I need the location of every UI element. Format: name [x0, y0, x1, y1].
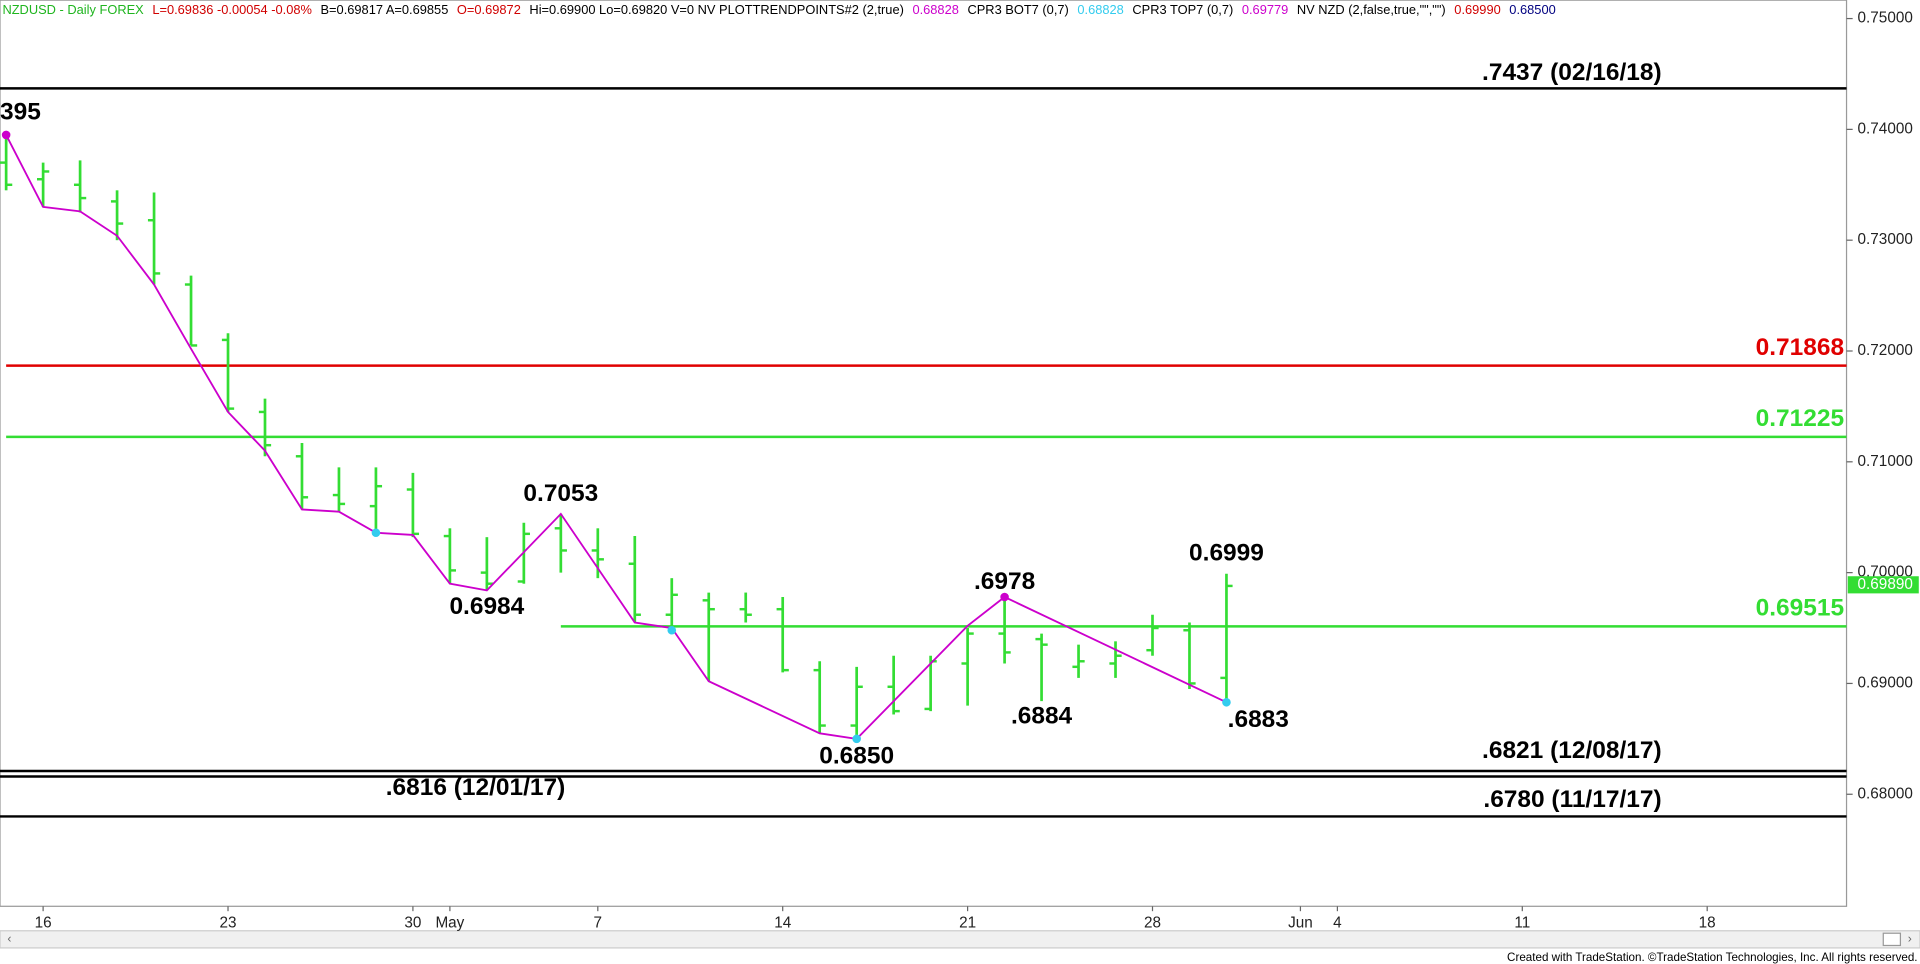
ohlc-bar: [369, 467, 383, 534]
y-tick-label: 0.71000: [1858, 453, 1913, 470]
ohlc-bar: [1035, 633, 1048, 702]
level-label: 0.71868: [1756, 334, 1844, 361]
ohlc-bar: [1146, 614, 1159, 656]
annotation: 0.6850: [819, 743, 894, 770]
header-item: 0.68828: [912, 3, 958, 18]
y-tick-label: 0.68000: [1858, 785, 1913, 802]
y-tick-label: 0.75000: [1858, 10, 1913, 27]
ohlc-bar: [36, 162, 50, 207]
level-label: 0.69515: [1756, 595, 1844, 622]
last-price-label: 0.69890: [1858, 576, 1913, 593]
ohlc-bar: [739, 592, 752, 623]
trend-point: [1222, 697, 1231, 707]
x-tick-label: 23: [220, 914, 237, 931]
ohlc-bar: [0, 134, 13, 191]
ohlc-bar: [1183, 622, 1196, 689]
header-item: 0.68828: [1077, 3, 1123, 18]
ohlc-bar: [443, 528, 457, 584]
x-tick-label: 21: [959, 914, 976, 931]
ohlc-bar: [554, 513, 567, 573]
annotation: 395: [0, 98, 41, 125]
plot-frame: [0, 0, 1848, 907]
ohlc-bar: [295, 442, 309, 510]
header-item: NV NZD (2,false,true,"",""): [1297, 3, 1446, 18]
annotation: 0.7053: [523, 480, 598, 507]
ohlc-bar: [332, 467, 346, 512]
level-label: .6816 (12/01/17): [386, 774, 566, 801]
header-item: O=0.69872: [457, 3, 521, 18]
annotation: 0.6999: [1189, 540, 1264, 567]
header-item: 0.69779: [1242, 3, 1288, 18]
x-tick-label: 11: [1514, 914, 1530, 931]
trend-point: [667, 625, 677, 635]
scroll-right[interactable]: ›: [1908, 932, 1912, 946]
ohlc-bar: [887, 655, 900, 715]
x-tick-label: 16: [35, 914, 52, 931]
annotation: 0.6984: [449, 593, 524, 620]
annotation: .6978: [974, 568, 1035, 595]
header-item: CPR3 TOP7 (0,7): [1132, 3, 1233, 18]
last-price-box: [1847, 576, 1919, 594]
header-item: 0.69990: [1454, 3, 1500, 18]
ohlc-bar: [221, 333, 235, 412]
ohlc-bar: [591, 528, 604, 579]
ohlc-bar: [1109, 641, 1122, 678]
ohlc-bar: [73, 160, 87, 213]
x-tick-label: 28: [1144, 914, 1161, 931]
ohlc-bar: [665, 578, 678, 634]
level-label: 0.71225: [1756, 405, 1844, 432]
header-item: B=0.69817 A=0.69855: [320, 3, 448, 18]
x-tick-label: Jun: [1288, 914, 1313, 931]
scroll-left[interactable]: ‹: [7, 932, 11, 946]
ohlc-bar: [110, 190, 124, 241]
header-item: 0.68500: [1509, 3, 1555, 18]
header-item: L=0.69836 -0.00054 -0.08%: [152, 3, 312, 18]
scrollbar-track[interactable]: [0, 930, 1920, 949]
trend-point: [1, 130, 11, 140]
y-tick-label: 0.73000: [1858, 231, 1913, 248]
scroll-thumb[interactable]: [1882, 932, 1902, 947]
trend-point: [852, 734, 861, 744]
y-tick-label: 0.74000: [1858, 120, 1913, 137]
level-label: .7437 (02/16/18): [1482, 59, 1662, 86]
scrollbar[interactable]: ‹ ›: [0, 930, 1920, 949]
header-item: CPR3 BOT7 (0,7): [967, 3, 1068, 18]
x-tick-label: 30: [404, 914, 421, 931]
trend-line: [5, 134, 1227, 740]
ohlc-bar: [184, 275, 198, 347]
ohlc-bar: [961, 628, 974, 706]
chart-header: NZDUSD - Daily FOREX L=0.69836 -0.00054 -…: [2, 3, 1555, 18]
annotation: .6883: [1228, 706, 1289, 733]
x-tick-label: 14: [774, 914, 792, 931]
trend-point: [1000, 592, 1009, 602]
ohlc-bar: [1220, 573, 1233, 703]
x-tick-label: 7: [594, 914, 603, 931]
ohlc-bar: [1072, 644, 1085, 678]
ohlc-bar: [813, 661, 826, 734]
x-tick-label: May: [435, 914, 464, 931]
annotation: .6884: [1011, 703, 1073, 730]
y-tick-label: 0.72000: [1858, 342, 1913, 359]
header-item: NZDUSD - Daily FOREX: [2, 3, 144, 18]
ohlc-bar: [147, 192, 161, 285]
ohlc-bar: [998, 597, 1011, 664]
ohlc-bar: [850, 666, 863, 739]
header-item: Hi=0.69900 Lo=0.69820 V=0 NV PLOTTRENDPO…: [529, 3, 903, 18]
footer: Created with TradeStation. ©TradeStation…: [1507, 951, 1918, 964]
x-tick-label: 18: [1699, 914, 1716, 931]
y-tick-label: 0.69000: [1858, 674, 1913, 691]
level-label: .6780 (11/17/17): [1483, 786, 1661, 813]
level-label: .6821 (12/08/17): [1482, 737, 1662, 764]
ohlc-bar: [258, 398, 272, 457]
ohlc-bar: [776, 597, 789, 673]
ohlc-bar: [628, 536, 641, 623]
trend-point: [371, 528, 381, 538]
x-tick-label: 4: [1333, 914, 1342, 931]
ohlc-bar: [702, 592, 715, 682]
ohlc-bar: [480, 537, 493, 591]
ohlc-bar: [406, 472, 420, 538]
